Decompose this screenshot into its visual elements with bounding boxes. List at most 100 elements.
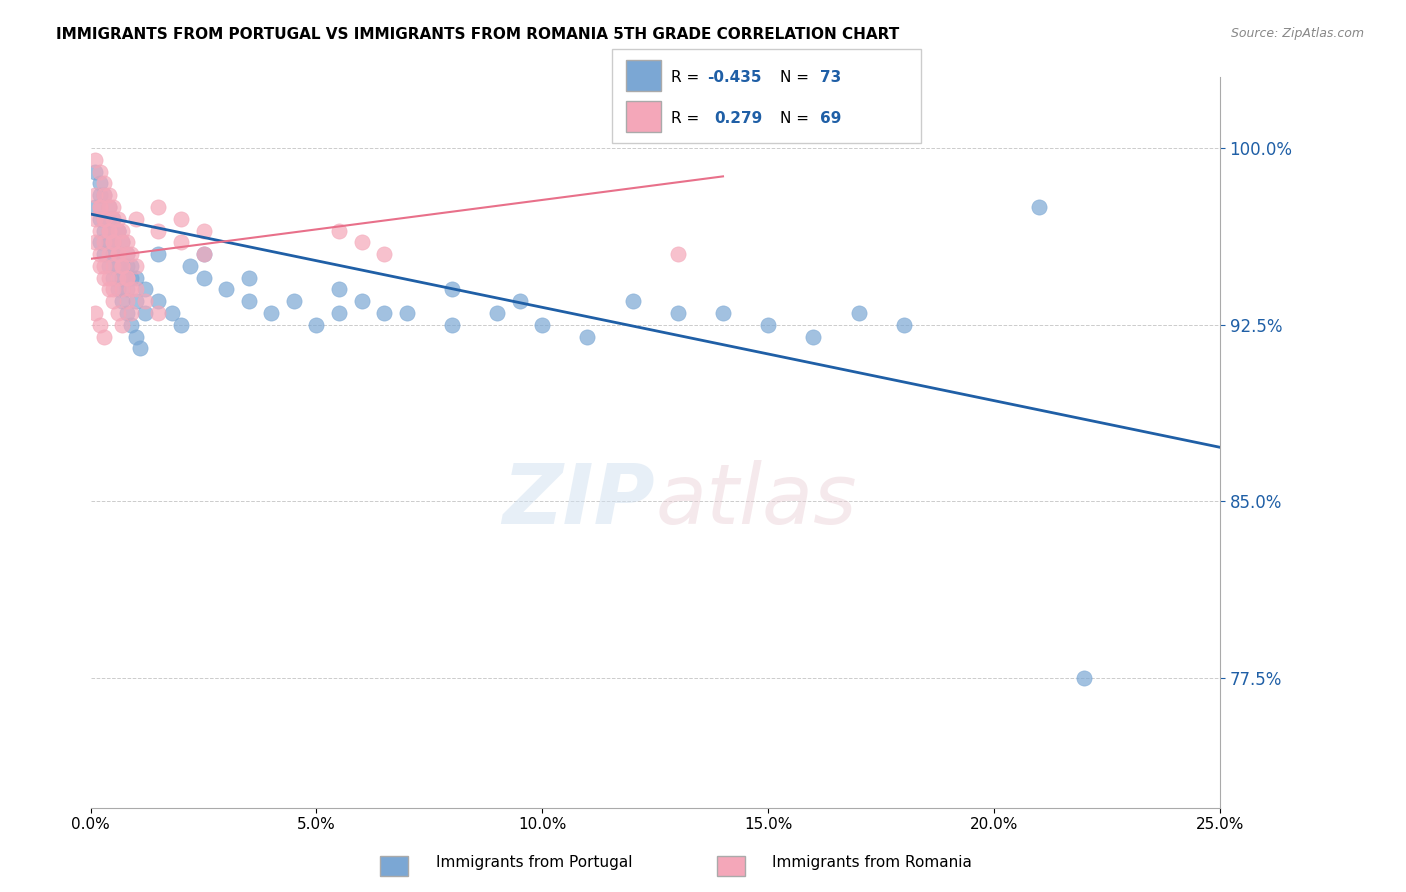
Point: [148, 247, 170, 261]
Point: [97, 200, 120, 214]
Point: [170, 211, 193, 226]
Point: [97, 223, 120, 237]
Point: [509, 294, 531, 309]
Point: [93, 177, 115, 191]
Point: [103, 282, 125, 296]
Point: [107, 223, 129, 237]
Point: [134, 294, 156, 309]
Point: [120, 282, 142, 296]
Point: [440, 318, 463, 332]
Point: [115, 270, 138, 285]
Text: 0.279: 0.279: [714, 112, 762, 126]
Point: [89, 200, 111, 214]
Point: [103, 294, 125, 309]
Point: [621, 294, 644, 309]
Point: [111, 294, 134, 309]
Point: [395, 306, 418, 320]
Point: [134, 306, 156, 320]
Point: [120, 318, 142, 332]
Point: [111, 270, 134, 285]
Point: [328, 306, 350, 320]
Point: [120, 306, 142, 320]
Point: [170, 235, 193, 250]
Point: [107, 282, 129, 296]
Point: [111, 223, 134, 237]
Point: [84, 211, 107, 226]
Point: [89, 164, 111, 178]
Point: [125, 259, 148, 273]
Point: [115, 247, 138, 261]
Point: [107, 247, 129, 261]
Text: 69: 69: [820, 112, 841, 126]
Point: [440, 282, 463, 296]
Text: Source: ZipAtlas.com: Source: ZipAtlas.com: [1230, 27, 1364, 40]
Point: [328, 282, 350, 296]
Point: [115, 247, 138, 261]
Point: [111, 282, 134, 296]
Point: [89, 259, 111, 273]
Point: [97, 223, 120, 237]
Point: [148, 223, 170, 237]
Point: [103, 259, 125, 273]
Point: [260, 306, 283, 320]
Point: [89, 223, 111, 237]
Point: [373, 247, 395, 261]
Point: [97, 247, 120, 261]
Point: [193, 247, 215, 261]
Point: [120, 270, 142, 285]
Point: [111, 235, 134, 250]
Point: [89, 200, 111, 214]
Point: [170, 318, 193, 332]
Text: IMMIGRANTS FROM PORTUGAL VS IMMIGRANTS FROM ROMANIA 5TH GRADE CORRELATION CHART: IMMIGRANTS FROM PORTUGAL VS IMMIGRANTS F…: [56, 27, 900, 42]
Point: [97, 270, 120, 285]
Point: [97, 235, 120, 250]
Point: [97, 211, 120, 226]
Point: [129, 342, 152, 356]
Point: [111, 259, 134, 273]
Point: [107, 247, 129, 261]
Point: [115, 282, 138, 296]
Point: [711, 306, 734, 320]
Point: [238, 270, 260, 285]
Point: [134, 282, 156, 296]
Point: [111, 235, 134, 250]
Text: N =: N =: [780, 70, 814, 85]
Point: [1073, 671, 1095, 685]
Text: N =: N =: [780, 112, 814, 126]
Point: [179, 259, 201, 273]
Point: [89, 188, 111, 202]
Point: [97, 188, 120, 202]
Point: [115, 294, 138, 309]
Point: [93, 270, 115, 285]
Point: [531, 318, 554, 332]
Point: [107, 223, 129, 237]
Point: [238, 294, 260, 309]
Point: [125, 294, 148, 309]
Text: R =: R =: [671, 112, 709, 126]
Point: [125, 211, 148, 226]
Point: [305, 318, 328, 332]
Point: [103, 235, 125, 250]
Point: [125, 329, 148, 343]
Point: [89, 235, 111, 250]
Point: [84, 200, 107, 214]
Point: [125, 270, 148, 285]
Point: [215, 282, 238, 296]
Point: [486, 306, 509, 320]
Point: [115, 235, 138, 250]
Point: [93, 329, 115, 343]
Point: [193, 247, 215, 261]
Point: [93, 211, 115, 226]
Text: -0.435: -0.435: [707, 70, 762, 85]
Point: [103, 270, 125, 285]
Point: [107, 306, 129, 320]
Text: Immigrants from Portugal: Immigrants from Portugal: [436, 855, 633, 870]
Point: [115, 259, 138, 273]
Point: [97, 282, 120, 296]
Point: [350, 294, 373, 309]
Point: [666, 247, 689, 261]
Point: [576, 329, 599, 343]
Point: [350, 235, 373, 250]
Point: [84, 188, 107, 202]
Text: R =: R =: [671, 70, 704, 85]
